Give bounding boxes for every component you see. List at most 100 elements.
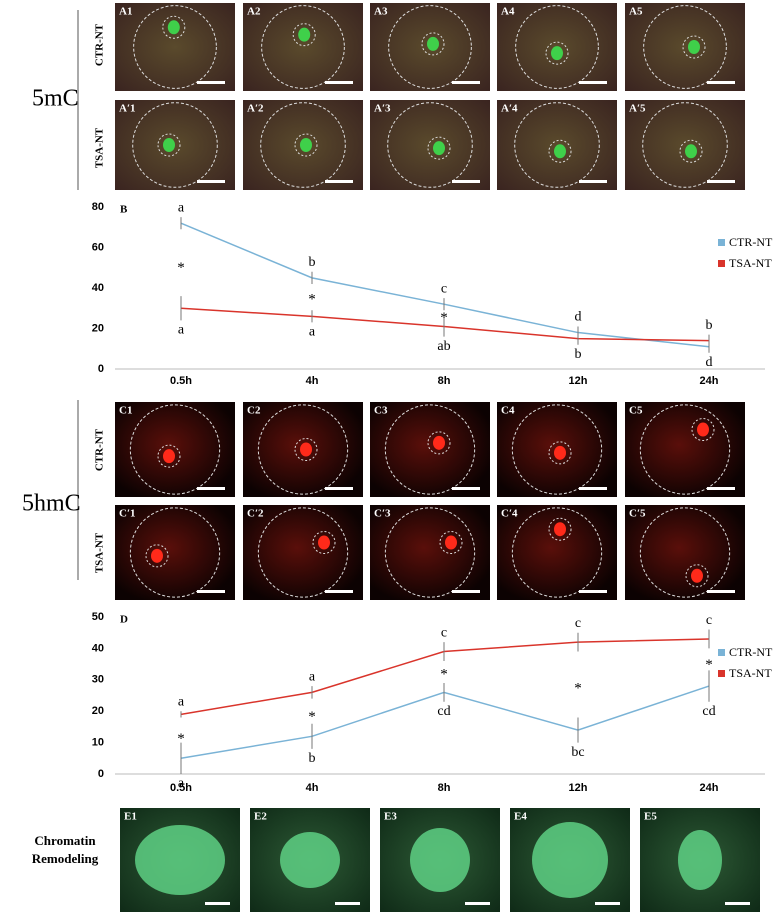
nucleus <box>300 138 312 152</box>
oocyte-outline <box>260 102 346 188</box>
micrograph <box>625 100 745 190</box>
y-tick-label: 0 <box>98 768 104 780</box>
panel-label: B <box>120 204 128 216</box>
nucleus-outline <box>679 139 703 163</box>
panel-label: A′2 <box>247 103 264 115</box>
letter: c <box>706 613 712 628</box>
row-label: CTR-NT <box>94 23 106 66</box>
panel-label: A3 <box>374 6 388 18</box>
group-label: 5hmC <box>22 491 81 517</box>
letter: d <box>706 355 713 370</box>
letter: a <box>178 323 185 338</box>
scale-bar <box>325 590 353 593</box>
scale-bar <box>197 81 225 84</box>
oocyte-outline <box>129 404 221 495</box>
micrograph <box>115 505 235 600</box>
chromatin <box>280 832 340 888</box>
legend-label: TSA-NT <box>729 256 772 270</box>
letter: c <box>441 281 447 296</box>
significance: * <box>705 657 713 673</box>
oocyte-outline <box>642 102 728 188</box>
nucleus-outline <box>691 418 715 442</box>
nucleus <box>151 548 163 563</box>
scale-bar <box>465 902 490 905</box>
panel-label: A1 <box>119 6 132 18</box>
nucleus-outline <box>292 23 316 47</box>
y-tick-label: 40 <box>92 282 104 294</box>
panel-label: C′1 <box>119 508 136 520</box>
nucleus-outline <box>682 35 706 59</box>
y-tick-label: 10 <box>92 737 104 749</box>
micrograph <box>243 3 363 91</box>
chromatin <box>532 822 608 898</box>
letter: c <box>441 625 447 640</box>
nucleus-outline <box>421 32 445 56</box>
oocyte-outline <box>387 102 473 188</box>
scale-bar <box>707 180 735 183</box>
x-tick-label: 0.5h <box>170 782 192 794</box>
nucleus-outline <box>548 441 572 465</box>
oocyte-outline <box>511 507 603 598</box>
x-tick-label: 12h <box>569 782 588 794</box>
oocyte-outline <box>132 102 218 188</box>
scale-bar <box>325 81 353 84</box>
nucleus <box>445 535 457 550</box>
chromatin <box>410 828 470 892</box>
y-tick-label: 60 <box>92 241 104 253</box>
panel-label: D <box>120 614 128 626</box>
micrograph <box>625 402 745 497</box>
nucleus-outline <box>157 444 181 468</box>
x-tick-label: 8h <box>438 375 451 387</box>
scale-bar <box>595 902 620 905</box>
scale-bar <box>197 590 225 593</box>
legend-swatch <box>718 239 725 246</box>
nucleus-outline <box>548 139 572 163</box>
oocyte-outline <box>511 404 603 495</box>
x-tick-label: 4h <box>306 375 319 387</box>
oocyte-outline <box>643 5 727 89</box>
panel-label: C′4 <box>501 508 518 520</box>
nucleus-outline <box>162 15 186 39</box>
oocyte-outline <box>384 404 476 495</box>
y-tick-label: 80 <box>92 201 104 213</box>
oocyte-outline <box>639 404 731 495</box>
letter: b <box>309 255 316 270</box>
panel-label: C3 <box>374 405 388 417</box>
letter: d <box>575 310 582 325</box>
x-tick-label: 8h <box>438 782 451 794</box>
row-label: TSA-NT <box>94 127 106 168</box>
scale-bar <box>579 180 607 183</box>
scale-bar <box>452 590 480 593</box>
panel-label: E2 <box>254 811 267 823</box>
nucleus-outline <box>685 564 709 588</box>
nucleus-outline <box>427 431 451 455</box>
panel-label: C′3 <box>374 508 391 520</box>
nucleus-outline <box>157 133 181 157</box>
y-tick-label: 50 <box>92 611 104 623</box>
legend-label: CTR-NT <box>729 645 773 659</box>
nucleus <box>691 568 703 583</box>
nucleus <box>551 46 563 61</box>
letter: a <box>178 694 185 709</box>
panel-label: A5 <box>629 6 643 18</box>
micrograph <box>497 505 617 600</box>
nucleus-outline <box>145 544 169 568</box>
panel-label: E5 <box>644 811 657 823</box>
panel-label: C2 <box>247 405 261 417</box>
nucleus <box>300 442 312 457</box>
micrograph <box>115 402 235 497</box>
nucleus <box>685 144 697 159</box>
nucleus <box>163 449 175 464</box>
panel-label: C1 <box>119 405 132 417</box>
oocyte-outline <box>129 507 221 598</box>
panel-label: C5 <box>629 405 643 417</box>
letter: a <box>309 325 316 340</box>
scale-bar <box>579 81 607 84</box>
scale-bar <box>707 487 735 490</box>
oocyte-outline <box>639 507 731 598</box>
scale-bar <box>452 180 480 183</box>
letter: b <box>309 751 316 766</box>
panel-label: E1 <box>124 811 137 823</box>
nucleus <box>298 27 311 42</box>
